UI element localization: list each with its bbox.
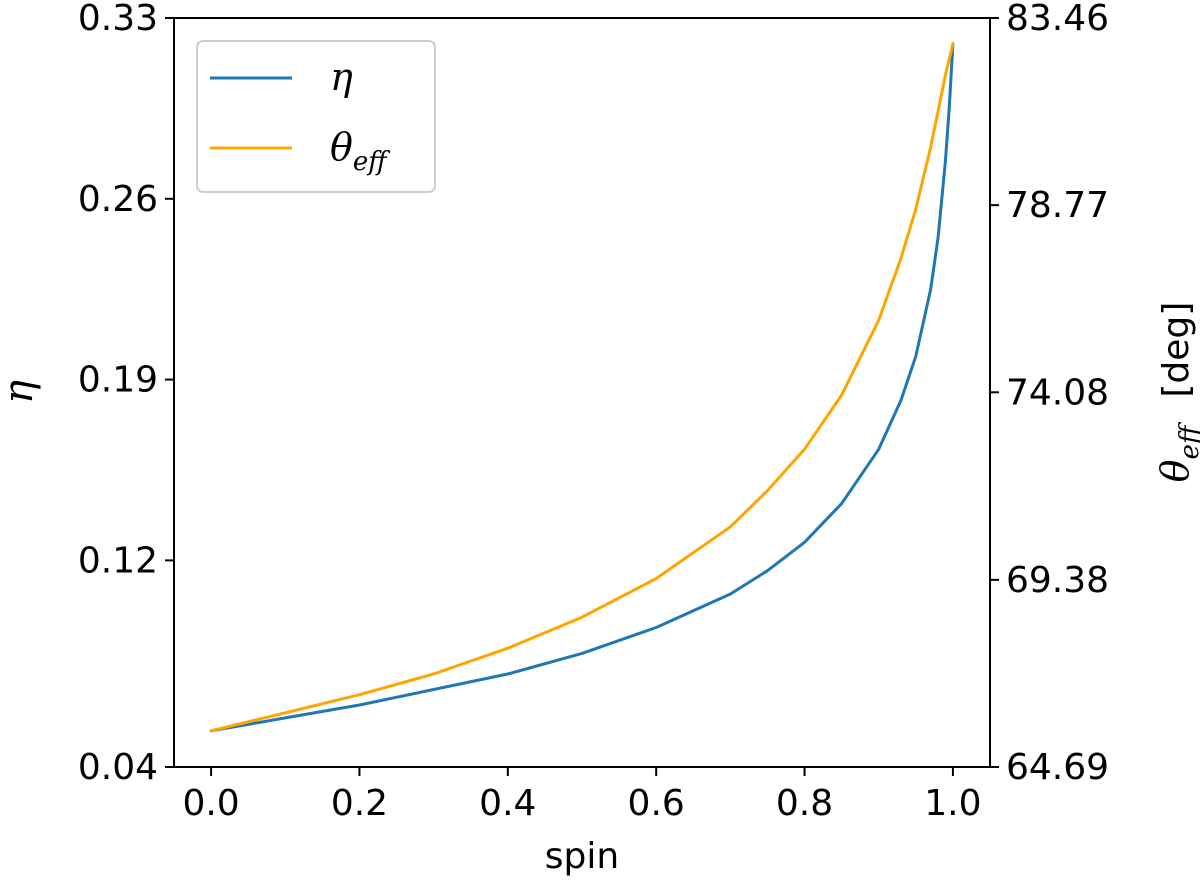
left-y-tick-label: 0.12 bbox=[78, 540, 158, 581]
right-y-tick-label: 83.46 bbox=[1006, 0, 1109, 39]
right-y-axis-ticks: 64.69 69.38 74.08 78.77 83.46 bbox=[990, 0, 1109, 788]
left-y-tick-label: 0.04 bbox=[78, 747, 158, 788]
left-y-axis-title: η bbox=[0, 380, 42, 404]
series-line-1 bbox=[209, 42, 955, 733]
right-y-tick-label: 64.69 bbox=[1006, 747, 1109, 788]
x-tick-label: 0.4 bbox=[479, 783, 536, 824]
legend-label-eta: η bbox=[330, 55, 353, 99]
right-y-tick-label: 78.77 bbox=[1006, 185, 1109, 226]
x-axis-ticks: 0.0 0.2 0.4 0.6 0.8 1.0 bbox=[182, 767, 982, 824]
x-axis-title: spin bbox=[545, 836, 619, 877]
right-y-axis-subscript: eff bbox=[1175, 421, 1200, 459]
right-y-axis-unit: [deg] bbox=[1156, 302, 1197, 398]
legend-theta-symbol: θ bbox=[330, 125, 353, 169]
x-tick-label: 0.2 bbox=[331, 783, 388, 824]
legend-label-theta-eff: θeff bbox=[330, 125, 391, 177]
x-tick-label: 0.8 bbox=[776, 783, 833, 824]
left-y-tick-label: 0.33 bbox=[78, 0, 158, 39]
series-line-0 bbox=[209, 42, 955, 733]
right-y-axis-symbol: θ bbox=[1153, 459, 1197, 482]
right-y-tick-label: 69.38 bbox=[1006, 560, 1109, 601]
right-y-tick-label: 74.08 bbox=[1006, 372, 1109, 413]
x-tick-label: 1.0 bbox=[924, 783, 981, 824]
left-y-tick-label: 0.26 bbox=[78, 179, 158, 220]
legend: η θeff bbox=[196, 40, 436, 193]
x-tick-label: 0.0 bbox=[182, 783, 239, 824]
legend-theta-subscript: eff bbox=[353, 147, 391, 177]
x-tick-label: 0.6 bbox=[628, 783, 685, 824]
left-y-tick-label: 0.19 bbox=[78, 360, 158, 401]
right-y-axis-title: θeff [deg] bbox=[1153, 302, 1200, 483]
legend-box bbox=[196, 40, 436, 193]
series-layer bbox=[209, 42, 955, 733]
left-y-axis-ticks: 0.04 0.12 0.19 0.26 0.33 bbox=[78, 0, 174, 788]
